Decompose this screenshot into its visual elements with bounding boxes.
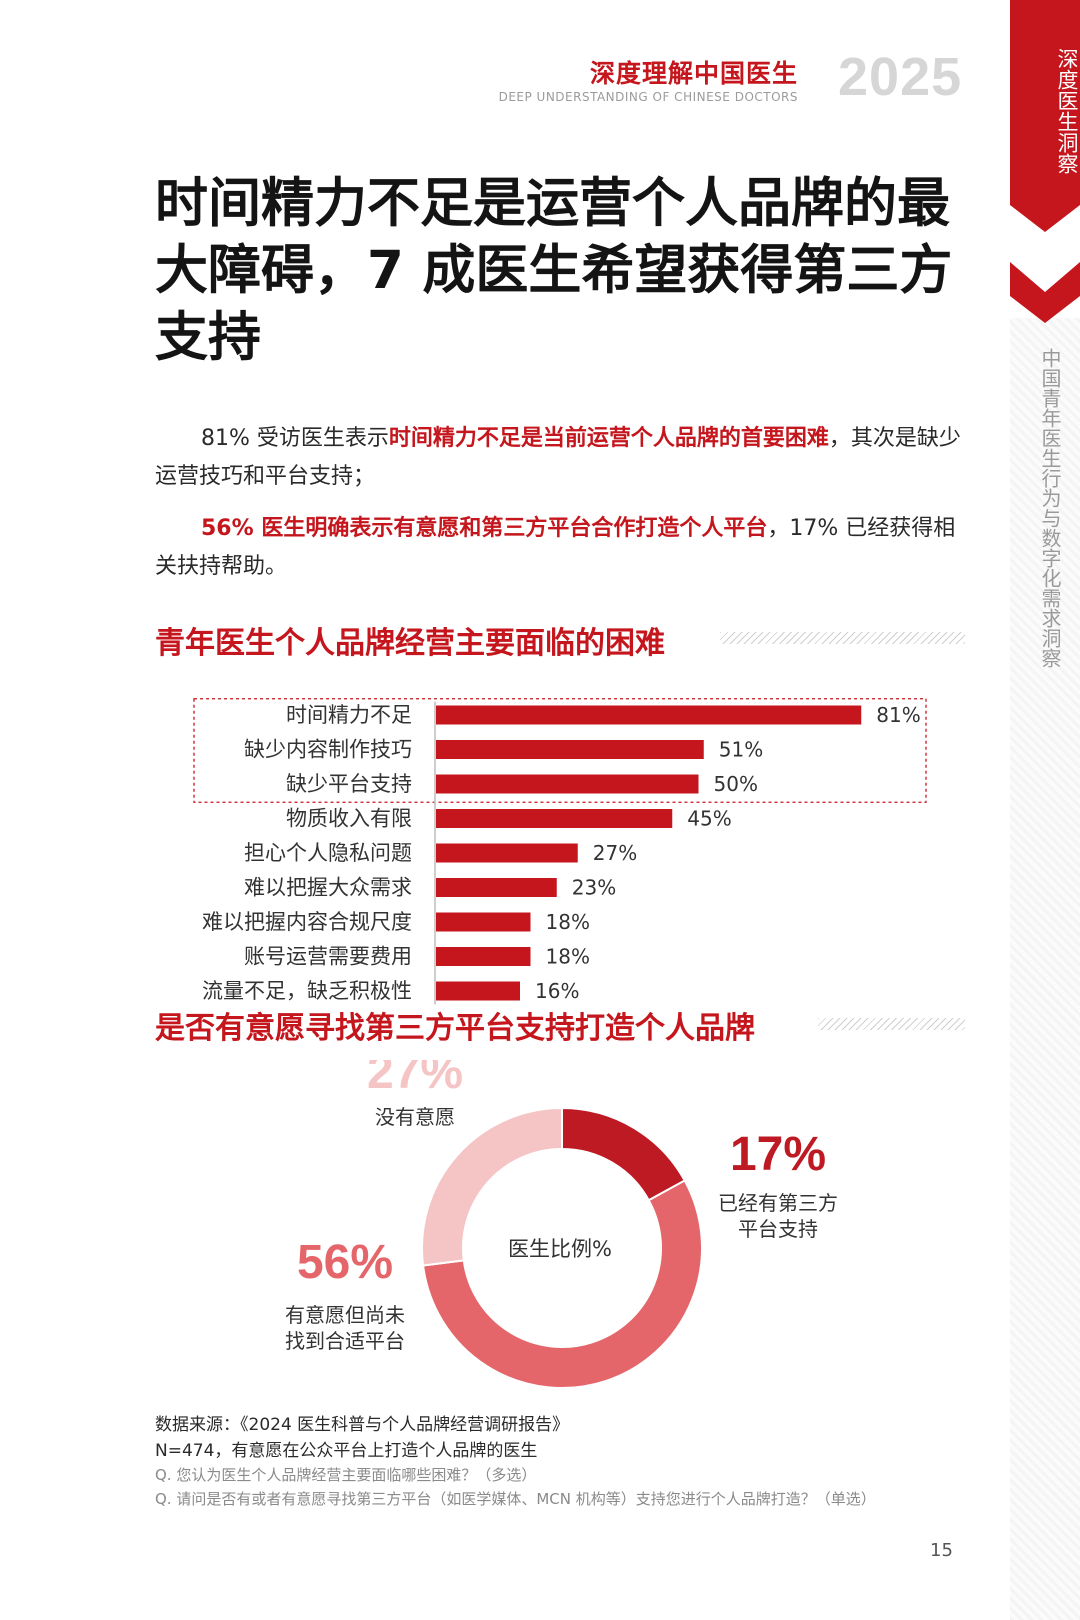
section2-hatch [818, 1018, 965, 1030]
section1-hatch [720, 632, 965, 644]
page-title: 时间精力不足是运营个人品牌的最大障碍，7 成医生希望获得第三方支持 [155, 173, 953, 368]
donut-slice-label: 找到合适平台 [285, 1329, 405, 1353]
donut-slice [561, 1106, 687, 1202]
difficulty-bar-chart: 时间精力不足 81% 缺少内容制作技巧 51% 缺少平台支持 50% 物质收入有限 45% 担心… [193, 698, 927, 1005]
donut-slice-label: 有意愿但尚未 [285, 1303, 405, 1327]
bar-category-label: 缺少平台支持 [286, 772, 412, 796]
para2-suffix: ，17% 已经获得相关扶持帮助。 [155, 516, 956, 579]
bar-category-label: 流量不足，缺乏积极性 [202, 979, 412, 1003]
bar [436, 981, 520, 1001]
bar-category-label: 物质收入有限 [286, 807, 412, 831]
bar-category-label: 缺少内容制作技巧 [244, 738, 412, 762]
page-number: 15 [930, 1540, 953, 1561]
highlight-box [193, 698, 927, 803]
header-title: 深度理解中国医生 [589, 59, 798, 88]
intro-paragraph-2: 56% 医生明确表示有意愿和第三方平台合作打造个人平台，17% 已经获得相关扶持… [155, 510, 965, 586]
bar [436, 947, 531, 966]
bar-value-label: 45% [687, 807, 731, 831]
bar-value-label: 81% [876, 703, 920, 727]
bar-value-label: 50% [714, 772, 758, 796]
bar [436, 878, 557, 897]
section2-title: 是否有意愿寻找第三方平台支持打造个人品牌 [155, 1011, 755, 1046]
donut-center-label: 医生比例% [508, 1237, 612, 1261]
bar-category-label: 担心个人隐私问题 [244, 841, 412, 865]
sidebar-grey-label: 中国青年医生行为与数字化需求洞察 [1038, 348, 1062, 668]
para1-suffix: ，其次是缺少运营技巧和平台支持； [155, 426, 961, 489]
header-subtitle: DEEP UNDERSTANDING OF CHINESE DOCTORS [498, 90, 798, 104]
para2-highlight: 56% 医生明确表示有意愿和第三方平台合作打造个人平台 [201, 516, 768, 541]
donut-slice-label: 平台支持 [738, 1217, 818, 1241]
sidebar-grey-band [1010, 318, 1080, 1620]
sample-note: N=474，有意愿在公众平台上打造个人品牌的医生 [155, 1441, 538, 1461]
sidebar-red-band: 深度医生洞察 [1010, 0, 1080, 335]
header-year: 2025 [838, 47, 963, 107]
bar [436, 705, 862, 725]
bar-value-label: 27% [593, 841, 637, 865]
para1-prefix: 81% 受访医生表示 [201, 426, 389, 451]
bar [436, 843, 578, 863]
intro-paragraph-1: 81% 受访医生表示时间精力不足是当前运营个人品牌的首要困难，其次是缺少运营技巧… [155, 420, 965, 496]
donut-value-label: 17% [730, 1128, 826, 1181]
bar-value-label: 18% [546, 945, 590, 969]
question-1: Q. 您认为医生个人品牌经营主要面临哪些困难？（多选） [155, 1466, 537, 1484]
bar-value-label: 16% [535, 979, 579, 1003]
donut-slice-label: 已经有第三方 [718, 1191, 838, 1215]
donut-slice-label: 没有意愿 [375, 1105, 455, 1129]
question-2: Q. 请问是否有或者有意愿寻找第三方平台（如医学媒体、MCN 机构等）支持您进行… [155, 1490, 876, 1508]
bar [436, 774, 699, 794]
section1-title: 青年医生个人品牌经营主要面临的困难 [155, 626, 665, 661]
data-source: 数据来源：《2024 医生科普与个人品牌经营调研报告》 [155, 1415, 570, 1435]
bar [436, 740, 704, 759]
sidebar-red-label: 深度医生洞察 [1055, 48, 1079, 174]
donut-value-label: 56% [297, 1236, 393, 1289]
donut-value-label: 27% [367, 1060, 463, 1099]
bar [436, 912, 531, 932]
bar-category-label: 难以把握大众需求 [244, 876, 412, 900]
bar-category-label: 账号运营需要费用 [244, 945, 412, 969]
bar-value-label: 18% [546, 910, 590, 934]
para1-highlight: 时间精力不足是当前运营个人品牌的首要困难 [388, 426, 829, 451]
bar-value-label: 23% [572, 876, 616, 900]
bar-value-label: 51% [719, 738, 763, 762]
bar-category-label: 时间精力不足 [286, 703, 412, 727]
bar [436, 809, 673, 828]
bar-category-label: 难以把握内容合规尺度 [202, 910, 412, 934]
donut-slice [421, 1106, 563, 1267]
donut-slice [421, 1179, 703, 1389]
sidebar-chevron-shape [1010, 0, 1080, 323]
